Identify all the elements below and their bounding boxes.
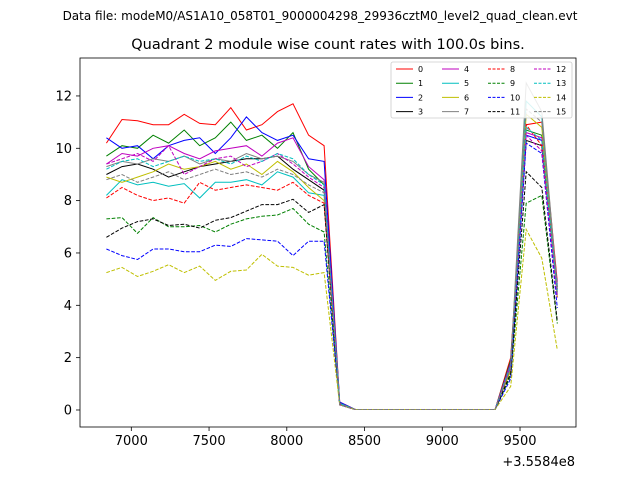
y-tick-label: 10 <box>55 142 72 157</box>
series-line-0 <box>105 103 558 410</box>
legend-label-13: 13 <box>556 79 566 88</box>
legend-label-12: 12 <box>556 65 566 74</box>
legend-label-4: 4 <box>464 65 469 74</box>
legend-label-2: 2 <box>418 93 423 102</box>
series-line-6 <box>106 113 558 410</box>
series-line-14 <box>106 227 558 410</box>
y-tick-label: 4 <box>64 299 72 314</box>
chart-suptitle: Data file: modeM0/AS1A10_058T01_90000042… <box>63 9 578 23</box>
x-offset-label: +3.5584e8 <box>502 455 575 470</box>
y-tick-label: 2 <box>64 351 72 366</box>
x-tick-label: 9500 <box>503 434 536 449</box>
legend-label-5: 5 <box>464 79 469 88</box>
series-line-10 <box>106 142 558 410</box>
x-tick-label: 8000 <box>270 434 303 449</box>
x-tick-label: 7000 <box>115 434 148 449</box>
legend-label-1: 1 <box>418 79 423 88</box>
series-line-2 <box>106 116 558 410</box>
chart-title: Quadrant 2 module wise count rates with … <box>131 37 525 53</box>
legend-label-8: 8 <box>510 65 515 74</box>
legend-label-14: 14 <box>556 93 566 102</box>
legend-label-9: 9 <box>510 79 515 88</box>
legend-label-10: 10 <box>510 93 520 102</box>
legend-label-7: 7 <box>464 108 469 117</box>
legend-label-11: 11 <box>510 108 520 117</box>
legend-label-3: 3 <box>418 108 423 117</box>
legend-frame <box>390 61 573 119</box>
series-lines <box>105 81 558 410</box>
legend-label-0: 0 <box>418 65 423 74</box>
plot-area <box>105 81 558 410</box>
axes-frame <box>79 57 577 428</box>
y-tick-label: 0 <box>64 403 72 418</box>
y-tick-label: 6 <box>64 246 72 261</box>
x-tick-label: 7500 <box>193 434 226 449</box>
y-tick-label: 8 <box>64 194 72 209</box>
legend-label-15: 15 <box>556 108 566 117</box>
x-tick-label: 9000 <box>426 434 459 449</box>
x-tick-label: 8500 <box>348 434 381 449</box>
series-line-5 <box>106 100 558 410</box>
series-line-15 <box>106 107 558 410</box>
y-tick-label: 12 <box>55 89 72 104</box>
series-line-7 <box>106 81 558 410</box>
legend-label-6: 6 <box>464 93 469 102</box>
